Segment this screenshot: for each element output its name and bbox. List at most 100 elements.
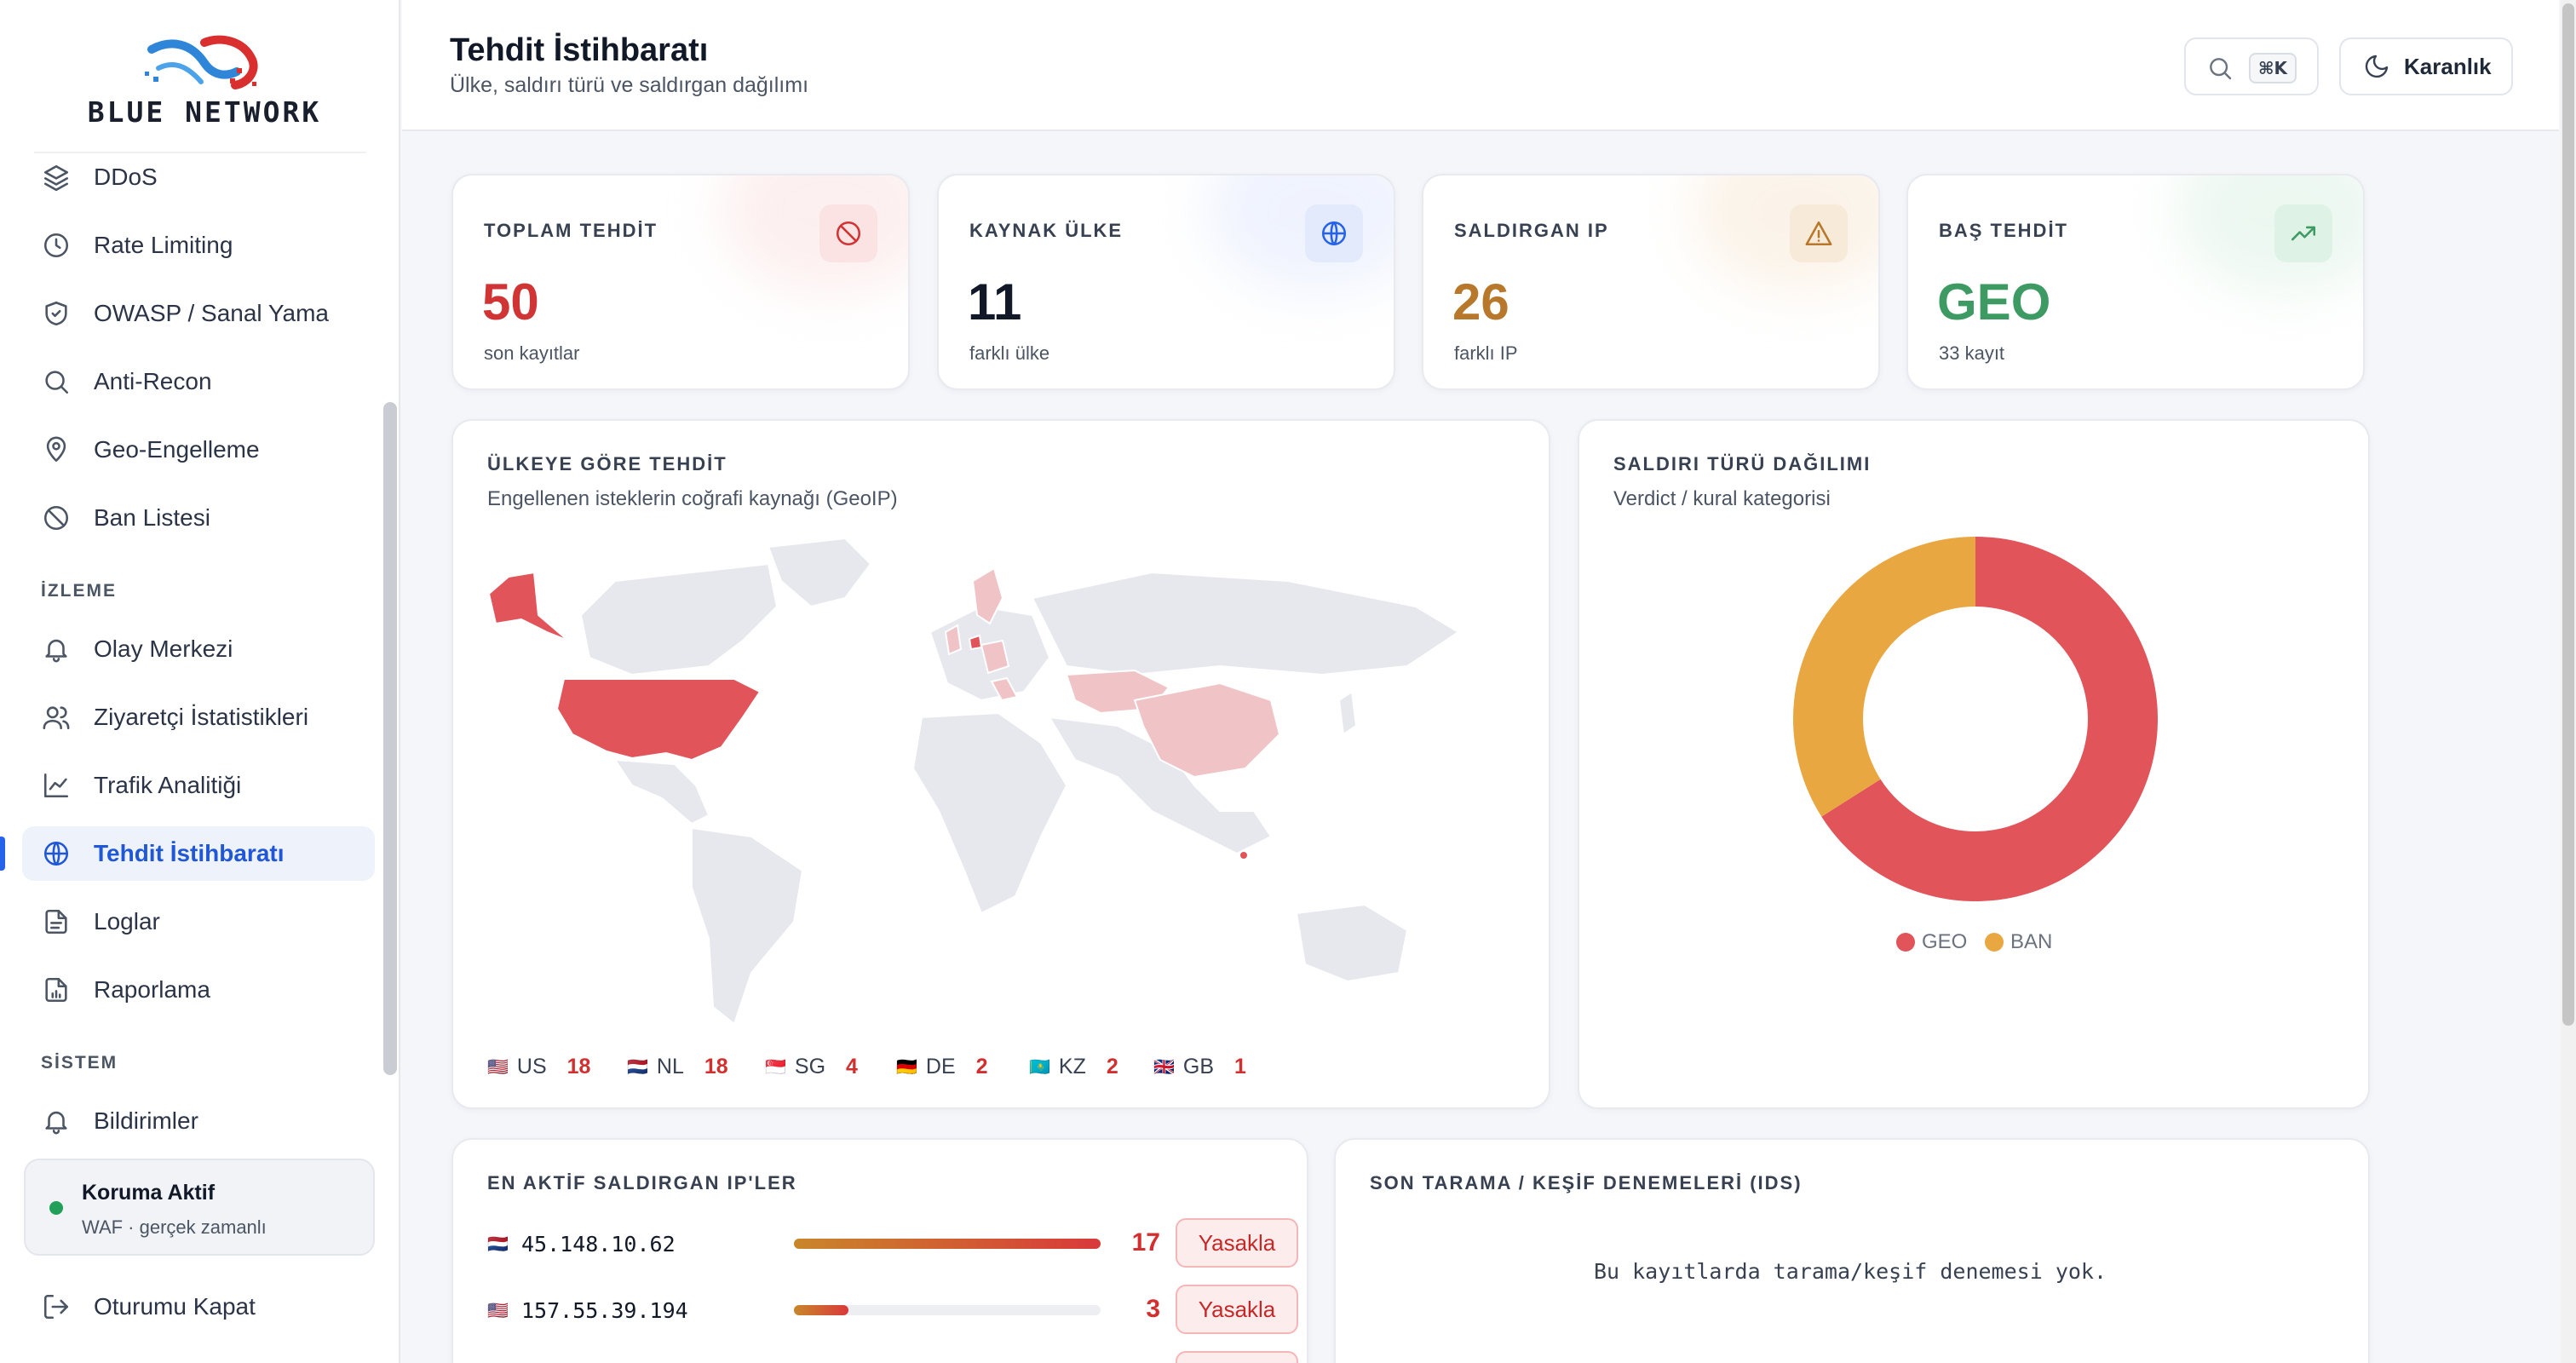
ban-ip-button-partial[interactable] xyxy=(1176,1351,1298,1363)
logo-mark-icon xyxy=(145,35,258,89)
ban-ip-button[interactable]: Yasakla xyxy=(1176,1285,1298,1334)
sidebar-item-label: Anti-Recon xyxy=(94,368,212,394)
country-count: 18 xyxy=(566,1055,591,1078)
ip-count-bar xyxy=(794,1239,1101,1249)
stat-value: 26 xyxy=(1452,273,1509,331)
window-scrollbar[interactable] xyxy=(2562,3,2574,1026)
sidebar-item-label: Ziyaretçi İstatistikleri xyxy=(94,704,309,730)
sidebar-item-label: Loglar xyxy=(94,908,160,935)
logout-label: Oturumu Kapat xyxy=(94,1293,256,1320)
country-legend-item: 🇩🇪 DE 2 xyxy=(896,1055,988,1079)
sidebar-item-olay-merkezi[interactable]: Olay Merkezi xyxy=(22,622,375,676)
ids-panel-title: SON TARAMA / KEŞİF DENEMELERİ (IDS) xyxy=(1370,1172,1803,1193)
theme-toggle-label: Karanlık xyxy=(2404,53,2492,79)
moon-icon xyxy=(2363,53,2390,80)
brand-logo[interactable]: BLUE NETWORK xyxy=(77,34,332,136)
attacker-ip-row: 🇳🇱 45.148.10.62 17 Yasakla xyxy=(487,1218,1298,1271)
stat-subtitle: son kayıtlar xyxy=(484,342,580,364)
sidebar-item-anti-recon[interactable]: Anti-Recon xyxy=(22,354,375,409)
theme-toggle-button[interactable]: Karanlık xyxy=(2339,37,2513,95)
country-code: SG xyxy=(794,1055,826,1078)
legend-swatch xyxy=(1985,933,2004,952)
country-code: GB xyxy=(1182,1055,1215,1078)
world-map[interactable] xyxy=(487,530,1518,1041)
sidebar-item-trafik-analitiği[interactable]: Trafik Analitiği xyxy=(22,758,375,813)
map-china xyxy=(1133,682,1281,779)
attack-type-donut-chart[interactable] xyxy=(1788,532,2163,906)
bell-icon xyxy=(39,1104,73,1138)
country-code: KZ xyxy=(1058,1055,1086,1078)
section-label-system: SİSTEM xyxy=(41,1053,118,1073)
shield-check-icon xyxy=(39,296,73,331)
map-panel-title: ÜLKEYE GÖRE TEHDİT xyxy=(487,453,727,474)
country-count: 4 xyxy=(846,1055,858,1078)
sidebar-item-owasp-sanal-yama[interactable]: OWASP / Sanal Yama xyxy=(22,286,375,341)
page-title: Tehdit İstihbaratı xyxy=(450,32,709,68)
ip-address: 45.148.10.62 xyxy=(521,1232,676,1257)
map-germany xyxy=(980,639,1010,675)
stat-label: KAYNAK ÜLKE xyxy=(969,220,1124,241)
ip-count-bar-track xyxy=(794,1239,1101,1249)
warning-icon xyxy=(1790,204,1848,262)
donut-slice-ban[interactable] xyxy=(1793,537,1975,817)
sidebar-item-bildirimler[interactable]: Bildirimler xyxy=(22,1094,375,1148)
active-indicator xyxy=(0,837,5,871)
country-threat-panel: ÜLKEYE GÖRE TEHDİT Engellenen isteklerin… xyxy=(451,419,1550,1109)
card-glow xyxy=(2176,175,2363,295)
ip-hit-count: 17 xyxy=(1131,1228,1160,1257)
card-glow xyxy=(1206,175,1394,295)
stat-card: TOPLAM TEHDİT 50 son kayıtlar xyxy=(451,174,910,390)
ids-scan-panel: SON TARAMA / KEŞİF DENEMELERİ (IDS) Bu k… xyxy=(1334,1138,2370,1363)
country-legend-item: 🇺🇸 US 18 xyxy=(487,1055,590,1079)
command-search-button[interactable]: ⌘K xyxy=(2184,37,2319,95)
country-count: 2 xyxy=(1106,1055,1118,1078)
line-chart-icon xyxy=(39,768,73,802)
flag-icon: 🇳🇱 xyxy=(487,1235,509,1254)
map-mexico xyxy=(613,758,710,825)
sidebar-item-label: Geo-Engelleme xyxy=(94,436,260,463)
donut-slice-geo[interactable] xyxy=(1821,537,2158,901)
ip-count-bar-track xyxy=(794,1305,1101,1315)
stat-value: GEO xyxy=(1937,273,2051,331)
sidebar-item-raporlama[interactable]: Raporlama xyxy=(22,963,375,1017)
map-usa xyxy=(555,678,762,762)
sidebar-scrollbar[interactable] xyxy=(383,402,397,1075)
sidebar-item-ziyaretçi-i-statistikleri[interactable]: Ziyaretçi İstatistikleri xyxy=(22,690,375,745)
country-code: NL xyxy=(656,1055,684,1078)
stat-subtitle: 33 kayıt xyxy=(1939,342,2005,364)
legend-swatch xyxy=(1896,933,1915,952)
sidebar-item-geo-engelleme[interactable]: Geo-Engelleme xyxy=(22,423,375,477)
map-pin-icon xyxy=(39,433,73,467)
search-icon xyxy=(39,365,73,399)
top-header: Tehdit İstihbaratı Ülke, saldırı türü ve… xyxy=(402,0,2559,131)
donut-panel-title: SALDIRI TÜRÜ DAĞILIMI xyxy=(1613,453,1872,474)
logout-button[interactable]: Oturumu Kapat xyxy=(22,1280,375,1334)
sidebar-item-tehdit-i-stihbaratı[interactable]: Tehdit İstihbaratı xyxy=(22,826,375,881)
country-count: 1 xyxy=(1234,1055,1246,1078)
map-uk xyxy=(944,624,963,656)
flag-icon: 🇸🇬 xyxy=(765,1058,786,1077)
map-canada xyxy=(579,562,779,676)
logout-icon xyxy=(39,1290,73,1324)
sidebar-item-rate-limiting[interactable]: Rate Limiting xyxy=(22,218,375,273)
map-south-america xyxy=(691,826,804,1026)
stat-subtitle: farklı IP xyxy=(1454,342,1518,364)
stat-subtitle: farklı ülke xyxy=(969,342,1050,364)
map-singapore xyxy=(1239,850,1249,860)
ban-icon xyxy=(39,501,73,535)
map-alaska xyxy=(487,571,569,641)
sidebar-item-ddos[interactable]: DDoS xyxy=(22,150,375,204)
donut-legend-item[interactable]: BAN xyxy=(1985,930,2052,954)
map-africa xyxy=(911,711,1068,915)
donut-legend-item[interactable]: GEO xyxy=(1896,930,1967,954)
sidebar-item-loglar[interactable]: Loglar xyxy=(22,894,375,949)
flag-icon: 🇳🇱 xyxy=(627,1058,648,1077)
sidebar-item-label: Olay Merkezi xyxy=(94,635,233,662)
search-icon xyxy=(2206,55,2234,82)
globe-icon xyxy=(1305,204,1363,262)
ban-ip-button[interactable]: Yasakla xyxy=(1176,1218,1298,1268)
sidebar-item-label: OWASP / Sanal Yama xyxy=(94,300,329,326)
sidebar-item-label: Rate Limiting xyxy=(94,232,233,258)
stat-value: 11 xyxy=(968,273,1022,331)
sidebar-item-ban-listesi[interactable]: Ban Listesi xyxy=(22,491,375,545)
